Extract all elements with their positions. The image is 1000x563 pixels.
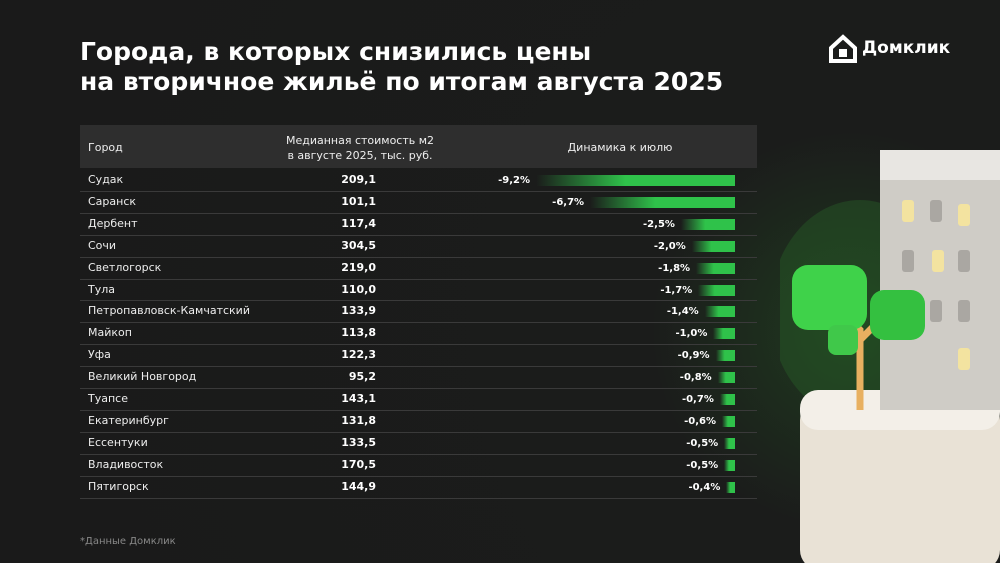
bar — [717, 372, 735, 384]
city: Владивосток — [88, 457, 164, 471]
logo-icon — [829, 34, 857, 63]
city: Светлогорск — [88, 260, 162, 274]
city: Ессентуки — [88, 435, 148, 449]
price: 170,5 — [341, 457, 376, 471]
bar — [724, 437, 735, 449]
city: Сочи — [88, 238, 117, 252]
bar — [726, 481, 735, 493]
row-line — [80, 300, 757, 302]
city: Великий Новгород — [88, 370, 197, 384]
row-line — [80, 431, 757, 433]
row-line — [80, 388, 757, 389]
value-label: -0,5% — [686, 437, 719, 449]
value-label: -1,4% — [666, 306, 699, 318]
value-label: -0,5% — [686, 459, 719, 471]
city: Пятигорск — [88, 479, 149, 493]
price: 143,1 — [341, 392, 376, 405]
bar — [680, 218, 735, 230]
bar — [698, 284, 735, 296]
city: Саранск — [88, 194, 137, 208]
row-line — [80, 475, 757, 477]
city: Судак — [88, 173, 124, 186]
row-line — [80, 234, 757, 236]
value-label: -9,2% — [498, 175, 530, 186]
value-label: -0,9% — [677, 350, 710, 362]
price: 304,5 — [341, 238, 376, 252]
price: 122,3 — [341, 348, 376, 362]
price: 110,0 — [341, 282, 376, 296]
price: 133,9 — [341, 304, 376, 318]
row-line — [80, 453, 757, 455]
value-label: -1,0% — [675, 328, 708, 340]
value-label: -2,0% — [653, 240, 686, 252]
title-line: на вторичное жильё по итогам августа 202… — [80, 67, 724, 96]
value-label: -0,7% — [681, 394, 714, 405]
price: 101,1 — [341, 194, 376, 208]
value-label: -2,5% — [643, 218, 675, 230]
bar — [696, 262, 735, 274]
bar — [713, 328, 735, 340]
bar — [704, 306, 735, 318]
table-header — [80, 125, 757, 168]
value-label: -1,8% — [658, 262, 691, 274]
column-header: Динамика к июлю — [567, 141, 673, 154]
bar — [719, 394, 735, 405]
price: 219,0 — [341, 260, 376, 274]
row-line — [80, 497, 757, 499]
price: 133,5 — [341, 435, 376, 449]
column-header: Город — [88, 141, 123, 154]
city: Дербент — [88, 216, 138, 230]
bar — [536, 175, 735, 186]
row-line — [80, 212, 757, 214]
city: Петропавловск-Камчатский — [88, 304, 250, 318]
price: 209,1 — [341, 173, 376, 186]
price: 95,2 — [348, 370, 376, 384]
title-line: Города, в которых снизились цены — [80, 37, 592, 66]
footnote: *Данные Домклик — [80, 536, 176, 547]
column-header: Медианная стоимость м2 в августе 2025, т… — [285, 134, 435, 162]
value-label: -0,4% — [688, 481, 721, 493]
price: 144,9 — [341, 479, 376, 493]
bar — [724, 459, 735, 471]
bar — [691, 240, 735, 252]
bar — [715, 350, 735, 362]
city: Тула — [88, 282, 116, 296]
row-line — [80, 278, 757, 280]
city: Уфа — [88, 348, 111, 362]
bar — [722, 415, 735, 427]
row-line — [80, 344, 757, 346]
row-line — [80, 256, 757, 258]
price: 131,8 — [341, 413, 376, 427]
price: 117,4 — [341, 216, 376, 230]
value-label: -6,7% — [552, 196, 585, 208]
row-line — [80, 409, 757, 411]
city: Туапсе — [88, 392, 128, 405]
row-line — [80, 322, 757, 324]
illustration — [780, 150, 1000, 563]
value-label: -0,8% — [679, 372, 712, 384]
row-line — [80, 366, 757, 368]
price: 113,8 — [341, 326, 376, 340]
city: Екатеринбург — [88, 413, 169, 427]
bar — [590, 196, 735, 208]
row-line — [80, 190, 757, 192]
city: Майкоп — [88, 326, 132, 340]
value-label: -1,7% — [660, 284, 693, 296]
value-label: -0,6% — [684, 415, 717, 427]
brand: Домклик — [862, 38, 951, 58]
